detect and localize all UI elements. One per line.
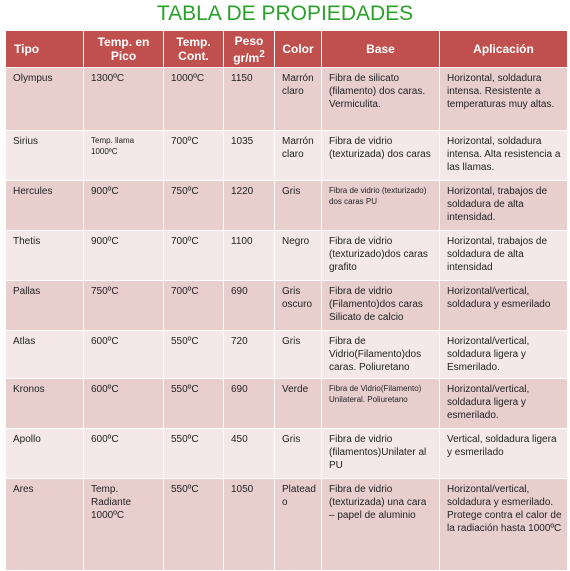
cell-base: Fibra de vidrio (Filamento)dos caras Sil… bbox=[321, 280, 440, 331]
cell-base: Fibra de vidrio (texturizada) dos caras bbox=[321, 130, 440, 181]
properties-table: Tipo Temp. en Pico Temp. Cont. Peso gr/m2… bbox=[5, 30, 568, 571]
cell-temp-pico: 1300ºC bbox=[83, 67, 164, 131]
header-row: Tipo Temp. en Pico Temp. Cont. Peso gr/m2… bbox=[5, 30, 568, 68]
cell-temp-pico: Temp. llama 1000ºC bbox=[83, 130, 164, 181]
cell-tipo: Ares bbox=[5, 478, 84, 571]
cell-aplicacion: Horizontal, soldadura intensa. Alta resi… bbox=[439, 130, 568, 181]
header-peso-exponent: 2 bbox=[259, 48, 265, 60]
cell-base: Fibra de Vidrio(Filamento)dos caras. Pol… bbox=[321, 330, 440, 379]
cell-peso: 720 bbox=[223, 330, 275, 379]
cell-tipo: Kronos bbox=[5, 378, 84, 429]
cell-tipo: Olympus bbox=[5, 67, 84, 131]
cell-temp-cont: 700ºC bbox=[163, 230, 224, 281]
cell-tipo: Pallas bbox=[5, 280, 84, 331]
cell-peso: 450 bbox=[223, 428, 275, 479]
cell-peso: 690 bbox=[223, 280, 275, 331]
cell-tipo: Thetis bbox=[5, 230, 84, 281]
cell-color: Verde bbox=[274, 378, 322, 429]
cell-peso: 1100 bbox=[223, 230, 275, 281]
header-peso-unit: gr/m bbox=[233, 50, 260, 65]
cell-base: Fibra de vidrio (texturizado) dos caras … bbox=[321, 180, 440, 231]
cell-temp-pico: 900ºC bbox=[83, 180, 164, 231]
cell-temp-cont: 750ºC bbox=[163, 180, 224, 231]
cell-aplicacion: Horizontal, soldadura intensa. Resistent… bbox=[439, 67, 568, 131]
cell-temp-cont: 550ºC bbox=[163, 428, 224, 479]
cell-aplicacion: Horizontal, trabajos de soldadura de alt… bbox=[439, 180, 568, 231]
cell-peso: 1150 bbox=[223, 67, 275, 131]
cell-tipo: Sirius bbox=[5, 130, 84, 181]
cell-color: Marrón claro bbox=[274, 67, 322, 131]
cell-aplicacion: Vertical, soldadura ligera y esmerilado bbox=[439, 428, 568, 479]
page-title: TABLA DE PROPIEDADES bbox=[156, 2, 414, 25]
header-base: Base bbox=[321, 30, 440, 68]
cell-aplicacion: Horizontal/vertical, soldadura ligera y … bbox=[439, 378, 568, 429]
cell-tipo: Hercules bbox=[5, 180, 84, 231]
cell-temp-pico: 600ºC bbox=[83, 330, 164, 379]
cell-color: Plateado bbox=[274, 478, 322, 571]
header-temp-pico: Temp. en Pico bbox=[83, 30, 164, 68]
cell-temp-cont: 1000ºC bbox=[163, 67, 224, 131]
cell-temp-cont: 700ºC bbox=[163, 130, 224, 181]
table-row: Olympus 1300ºC 1000ºC 1150 Marrón claro … bbox=[5, 67, 568, 131]
cell-tipo: Atlas bbox=[5, 330, 84, 379]
table-row: Sirius Temp. llama 1000ºC 700ºC 1035 Mar… bbox=[5, 130, 568, 181]
header-color: Color bbox=[274, 30, 322, 68]
cell-color: Gris bbox=[274, 428, 322, 479]
header-tipo: Tipo bbox=[5, 30, 84, 68]
cell-peso: 1035 bbox=[223, 130, 275, 181]
cell-aplicacion: Horizontal/vertical, soldadura y esmeril… bbox=[439, 280, 568, 331]
cell-temp-pico: Temp. Radiante 1000ºC bbox=[83, 478, 164, 571]
cell-base: Fibra de silicato (filamento) dos caras.… bbox=[321, 67, 440, 131]
cell-color: Negro bbox=[274, 230, 322, 281]
cell-tipo: Apollo bbox=[5, 428, 84, 479]
header-peso-label: Peso bbox=[234, 33, 264, 48]
cell-base: Fibra de vidrio (filamentos)Unilater al … bbox=[321, 428, 440, 479]
table-row: Apollo 600ºC 550ºC 450 Gris Fibra de vid… bbox=[5, 428, 568, 479]
table-row: Hercules 900ºC 750ºC 1220 Gris Fibra de … bbox=[5, 180, 568, 231]
cell-base: Fibra de vidrio (texturizada) una cara –… bbox=[321, 478, 440, 571]
cell-temp-cont: 550ºC bbox=[163, 378, 224, 429]
cell-peso: 690 bbox=[223, 378, 275, 429]
cell-color: Gris bbox=[274, 330, 322, 379]
cell-base: Fibra de vidrio (texturizado)dos caras g… bbox=[321, 230, 440, 281]
table-row: Thetis 900ºC 700ºC 1100 Negro Fibra de v… bbox=[5, 230, 568, 281]
cell-color: Gris oscuro bbox=[274, 280, 322, 331]
table-row: Kronos 600ºC 550ºC 690 Verde Fibra de Vi… bbox=[5, 378, 568, 429]
cell-temp-cont: 550ºC bbox=[163, 330, 224, 379]
table-row: Pallas 750ºC 700ºC 690 Gris oscuro Fibra… bbox=[5, 280, 568, 331]
cell-temp-cont: 550ºC bbox=[163, 478, 224, 571]
table-row: Atlas 600ºC 550ºC 720 Gris Fibra de Vidr… bbox=[5, 330, 568, 379]
cell-aplicacion: Horizontal, trabajos de soldadura de alt… bbox=[439, 230, 568, 281]
cell-temp-pico: 600ºC bbox=[83, 378, 164, 429]
header-peso: Peso gr/m2 bbox=[223, 30, 275, 68]
cell-peso: 1220 bbox=[223, 180, 275, 231]
header-temp-cont: Temp. Cont. bbox=[163, 30, 224, 68]
cell-color: Gris bbox=[274, 180, 322, 231]
cell-temp-cont: 700ºC bbox=[163, 280, 224, 331]
table-row: Ares Temp. Radiante 1000ºC 550ºC 1050 Pl… bbox=[5, 478, 568, 571]
cell-peso: 1050 bbox=[223, 478, 275, 571]
header-aplicacion: Aplicación bbox=[439, 30, 568, 68]
cell-temp-pico: 900ºC bbox=[83, 230, 164, 281]
cell-temp-pico: 600ºC bbox=[83, 428, 164, 479]
cell-temp-pico: 750ºC bbox=[83, 280, 164, 331]
cell-aplicacion: Horizontal/vertical, soldadura ligera y … bbox=[439, 330, 568, 379]
cell-base: Fibra de Vidrio(Filamento) Unilateral. P… bbox=[321, 378, 440, 429]
cell-aplicacion: Horizontal/vertical, soldadura y esmeril… bbox=[439, 478, 568, 571]
cell-color: Marrón claro bbox=[274, 130, 322, 181]
